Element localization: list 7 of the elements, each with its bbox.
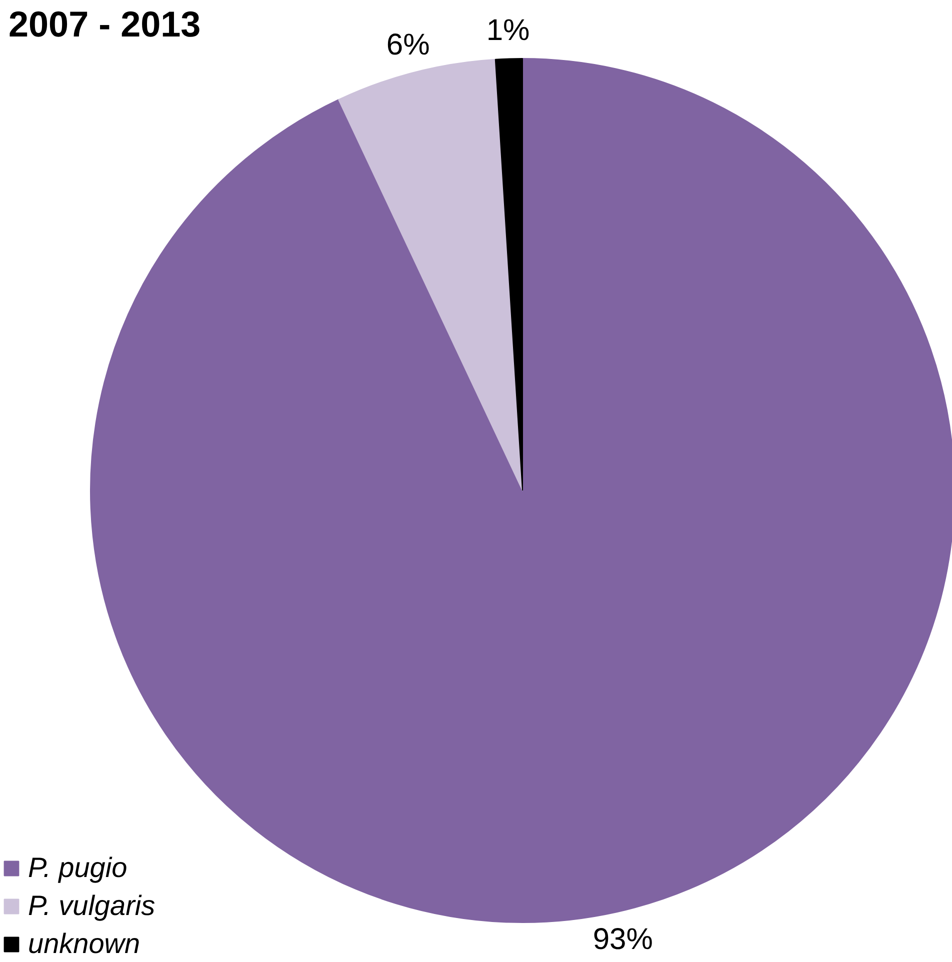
data-label: 6% xyxy=(386,28,430,62)
chart-title: 2007 - 2013 xyxy=(8,4,201,44)
data-label: 1% xyxy=(486,14,530,48)
legend-label: P. vulgaris xyxy=(28,890,156,922)
legend-label: P. pugio xyxy=(28,852,128,884)
data-label: 93% xyxy=(592,923,653,956)
legend-label: unknown xyxy=(28,928,140,960)
